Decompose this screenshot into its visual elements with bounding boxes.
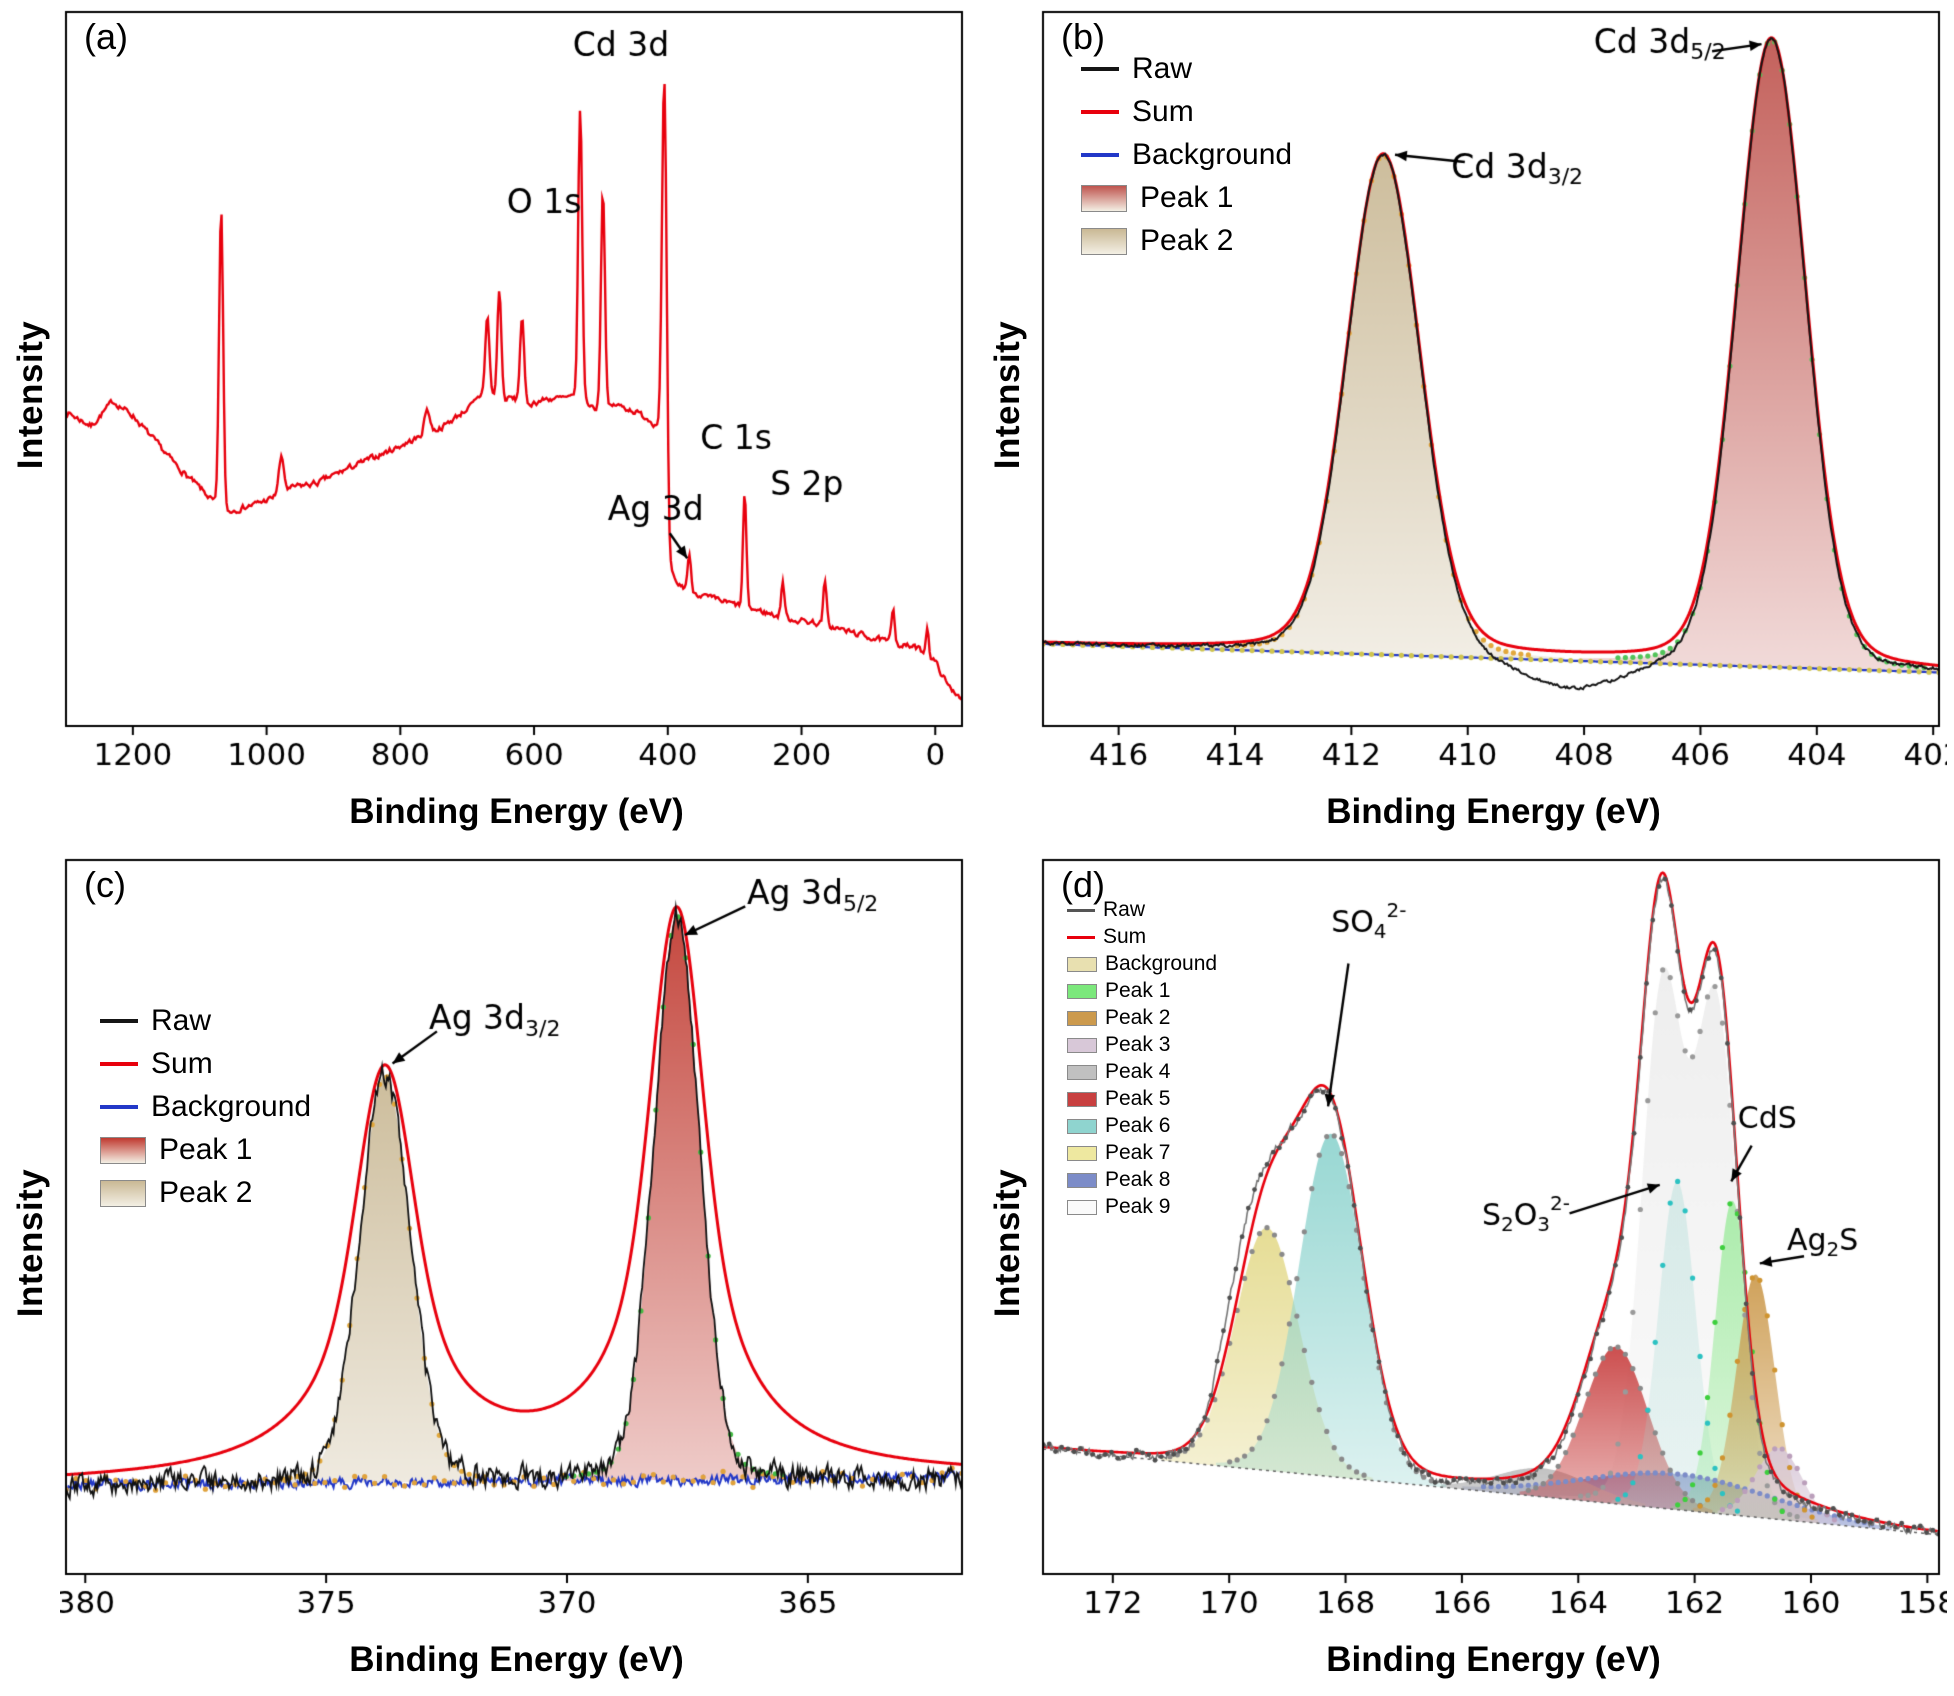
panel-a-tag: (a) [84,16,128,57]
panel-d: Intensity (d) Raw Sum Background Peak 1 Peak… [977,848,1954,1696]
legend-item-peak-2: Peak 2 [100,1176,311,1210]
legend-item-peak-1: Peak 1 [100,1133,311,1167]
panel-d-legend: Raw Sum Background Peak 1 Peak 2 Peak 3 Peak 4… [1067,898,1217,1219]
legend-label: Background [1132,138,1293,171]
legend-label: Peak 1 [1140,181,1234,214]
legend-label: Peak 5 [1105,1087,1171,1110]
panel-c-canvas [60,854,970,1632]
legend-item-background: Background [1067,952,1217,976]
legend-box-swatch [1067,1010,1097,1026]
legend-item-sum: Sum [1067,925,1217,949]
panel-c-tag: (c) [84,864,126,905]
panel-c: Intensity (c) Raw Sum Background Peak 1 Peak… [0,848,977,1696]
legend-item-peak-7: Peak 7 [1067,1141,1217,1165]
legend-box-swatch [1067,1199,1097,1215]
legend-item-peak-9: Peak 9 [1067,1195,1217,1219]
panel-a-ylabel-wrap: Intensity [2,6,60,784]
panel-d-xlabel: Binding Energy (eV) [1326,1640,1661,1679]
legend-item-sum: Sum [1081,95,1292,129]
legend-item-raw: Raw [100,1004,311,1038]
panel-b-plot: (b) Raw Sum Background Peak 1 Peak 2 [1037,6,1950,784]
legend-line-swatch [1067,935,1095,939]
panel-d-canvas [1037,854,1947,1632]
legend-label: Peak 8 [1105,1168,1171,1191]
legend-label: Raw [151,1004,212,1037]
legend-box-swatch [1067,1172,1097,1188]
panel-b: Intensity (b) Raw Sum Background Peak 1 Peak… [977,0,1954,848]
legend-label: Peak 3 [1105,1033,1171,1056]
legend-box-swatch [100,1136,146,1164]
legend-label: Peak 7 [1105,1141,1171,1164]
legend-label: Raw [1103,898,1146,921]
legend-label: Peak 2 [1140,224,1234,257]
panel-d-tag: (d) [1061,864,1105,905]
legend-item-peak-2: Peak 2 [1081,224,1292,258]
legend-line-swatch [100,1105,138,1109]
legend-box-swatch [1067,1064,1097,1080]
legend-item-peak-2: Peak 2 [1067,1006,1217,1030]
panel-c-legend: Raw Sum Background Peak 1 Peak 2 [100,1004,311,1210]
legend-item-peak-5: Peak 5 [1067,1087,1217,1111]
panel-a: Intensity (a) Binding Energy (eV) [0,0,977,848]
panel-c-plot: (c) Raw Sum Background Peak 1 Peak 2 [60,854,973,1632]
legend-label: Peak 2 [1105,1006,1171,1029]
legend-item-background: Background [100,1090,311,1124]
panel-b-ylabel: Intensity [988,320,1028,470]
legend-box-swatch [1067,1091,1097,1107]
legend-line-swatch [1081,110,1119,114]
legend-box-swatch [1067,1145,1097,1161]
legend-box-swatch [1067,983,1097,999]
panel-a-canvas [60,6,970,784]
legend-item-raw: Raw [1081,52,1292,86]
legend-line-swatch [1067,908,1095,912]
legend-box-swatch [1081,184,1127,212]
legend-line-swatch [100,1062,138,1066]
panel-b-legend: Raw Sum Background Peak 1 Peak 2 [1081,52,1292,258]
panel-c-ylabel: Intensity [11,1168,51,1318]
legend-label: Raw [1132,52,1193,85]
legend-item-peak-8: Peak 8 [1067,1168,1217,1192]
panel-a-plot: (a) [60,6,973,784]
panel-c-ylabel-wrap: Intensity [2,854,60,1632]
panel-b-canvas [1037,6,1947,784]
legend-label: Background [151,1090,312,1123]
panel-a-xlabel: Binding Energy (eV) [349,792,684,831]
panel-b-ylabel-wrap: Intensity [979,6,1037,784]
legend-label: Peak 4 [1105,1060,1171,1083]
legend-item-peak-1: Peak 1 [1067,979,1217,1003]
legend-label: Peak 1 [159,1133,253,1166]
legend-box-swatch [1067,956,1097,972]
legend-item-peak-1: Peak 1 [1081,181,1292,215]
legend-label: Sum [1103,925,1147,948]
panel-a-ylabel: Intensity [11,320,51,470]
panel-d-ylabel: Intensity [988,1168,1028,1318]
legend-item-background: Background [1081,138,1292,172]
panel-c-xlabel: Binding Energy (eV) [349,1640,684,1679]
legend-box-swatch [100,1179,146,1207]
legend-label: Peak 9 [1105,1195,1171,1218]
legend-label: Peak 2 [159,1176,253,1209]
legend-label: Background [1105,952,1218,975]
legend-box-swatch [1067,1118,1097,1134]
panel-b-xlabel: Binding Energy (eV) [1326,792,1661,831]
legend-line-swatch [100,1019,138,1023]
legend-item-sum: Sum [100,1047,311,1081]
legend-line-swatch [1081,67,1119,71]
panel-b-tag: (b) [1061,16,1105,57]
legend-label: Sum [1132,95,1194,128]
legend-item-raw: Raw [1067,898,1217,922]
legend-label: Peak 1 [1105,979,1171,1002]
panel-d-plot: (d) Raw Sum Background Peak 1 Peak 2 Peak 3 Pe… [1037,854,1950,1632]
legend-item-peak-4: Peak 4 [1067,1060,1217,1084]
legend-line-swatch [1081,153,1119,157]
legend-label: Sum [151,1047,213,1080]
legend-item-peak-3: Peak 3 [1067,1033,1217,1057]
legend-box-swatch [1081,227,1127,255]
legend-box-swatch [1067,1037,1097,1053]
legend-item-peak-6: Peak 6 [1067,1114,1217,1138]
legend-label: Peak 6 [1105,1114,1171,1137]
panel-d-ylabel-wrap: Intensity [979,854,1037,1632]
